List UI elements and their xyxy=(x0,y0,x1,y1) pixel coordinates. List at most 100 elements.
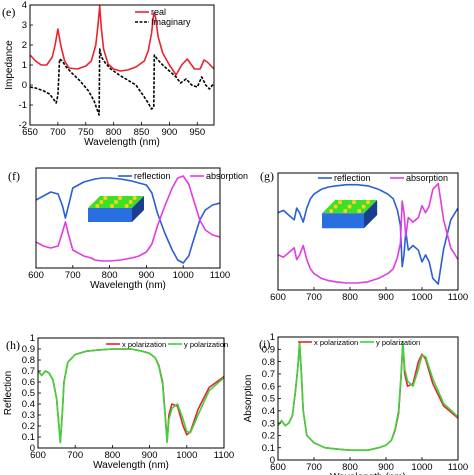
y-tick-label: -1 xyxy=(19,100,27,111)
y-axis-label: Absorption xyxy=(243,375,254,423)
inset-nanoparticle xyxy=(357,209,361,213)
inset-nanoparticle xyxy=(366,200,370,204)
y-axis-label: Reflection xyxy=(3,371,14,415)
inset-nanoparticle xyxy=(132,196,137,200)
x-tick-label: 900 xyxy=(142,450,158,461)
y-tick-label: 0 xyxy=(30,443,35,454)
x-tick-label: 600 xyxy=(270,292,286,303)
inset-nanoparticle xyxy=(338,200,342,204)
inset-nanoparticle xyxy=(128,200,133,204)
plot-frame-h xyxy=(37,337,225,449)
inset-nanoparticle xyxy=(124,204,129,208)
y-tick-label: 0.1 xyxy=(262,443,275,454)
panel-i: (i) 600 700 800 900 1000 1100 00.10.2 0.30.40.5 0… xyxy=(243,332,468,475)
legend-f: reflection absorption xyxy=(118,171,248,181)
y-tick-label: 0.2 xyxy=(262,431,275,442)
x-tick-label: 600 xyxy=(28,270,44,281)
x-tick-label: 1100 xyxy=(214,450,234,461)
y-tick-label: 3 xyxy=(22,20,27,31)
panel-e: (e) 650 700 750 800 850 900 950 -2 -1 0 1 2 3 4 Wavelen… xyxy=(2,0,215,148)
y-tick-label: 0.4 xyxy=(262,406,275,417)
y-tick-label: 0 xyxy=(22,80,27,91)
series-line-f-absorption xyxy=(36,175,220,262)
x-tick-label: 1100 xyxy=(448,292,468,303)
y-tick-label: 0.7 xyxy=(262,369,275,380)
y-tick-label: 0.8 xyxy=(22,355,35,366)
y-tick-label: 1 xyxy=(30,333,35,344)
y-tick-label: 1 xyxy=(22,60,27,71)
legend-label: x polarization xyxy=(122,340,166,349)
inset-front-face xyxy=(88,208,132,222)
plot-frame-i xyxy=(277,336,459,461)
series-line-i-y-polarization xyxy=(278,341,458,451)
x-tick-label: 900 xyxy=(161,127,177,138)
plot-frame-f xyxy=(35,167,221,269)
inset-nanoparticle xyxy=(329,209,333,213)
inset-nanoparticle xyxy=(118,196,122,200)
y-tick-label: 0.5 xyxy=(262,394,275,405)
metasurface-inset-f xyxy=(88,196,144,222)
y-tick-label: 4 xyxy=(22,0,27,11)
x-tick-label: 1000 xyxy=(411,462,432,473)
x-tick-label: 900 xyxy=(138,270,154,281)
x-tick-label: 700 xyxy=(50,127,66,138)
x-tick-label: 850 xyxy=(134,127,150,138)
inset-side-face xyxy=(364,200,378,229)
legend-label: absorption xyxy=(206,171,248,181)
panel-label-e: (e) xyxy=(2,5,15,19)
x-axis-label: Wavelength (nm) xyxy=(90,280,166,291)
x-tick-label: 1100 xyxy=(448,462,468,473)
legend-label: absorption xyxy=(406,173,448,183)
x-tick-label: 700 xyxy=(306,462,322,473)
inset-side-face xyxy=(132,196,144,222)
y-tick-label: 0.4 xyxy=(22,399,35,410)
legend-label: Imaginary xyxy=(151,17,191,27)
inset-nanoparticle xyxy=(99,200,104,204)
plot-frame-g xyxy=(277,172,459,291)
y-tick-label: 0.7 xyxy=(22,366,35,377)
series-line-h-y-polarization xyxy=(38,348,224,444)
x-tick-label: 650 xyxy=(22,127,38,138)
y-tick-label: 1 xyxy=(270,332,275,343)
inset-nanoparticle xyxy=(103,196,108,200)
series-line-e-real xyxy=(30,5,214,76)
inset-nanoparticle xyxy=(352,200,356,204)
metasurface-inset-g xyxy=(322,200,378,229)
x-tick-label: 950 xyxy=(189,127,205,138)
inset-nanoparticle xyxy=(333,204,338,209)
inset-nanoparticle xyxy=(110,204,114,208)
inset-nanoparticle xyxy=(95,204,100,208)
legend-h: x polarization y polarization xyxy=(106,340,228,349)
x-axis-label: Wavelength (nm) xyxy=(84,137,160,148)
panel-h: (h)600 700 800 900 1000 110000.10.20.30.40.50… xyxy=(3,333,234,471)
legend-label: reflection xyxy=(334,173,371,183)
x-tick-label: 1000 xyxy=(173,270,194,281)
series-line-g-absorption xyxy=(278,182,458,284)
panel-g: (g) 600 700 800 900 1000 1100 reflection absorpt… xyxy=(260,169,468,303)
y-tick-label: 0.6 xyxy=(262,381,275,392)
x-tick-label: 750 xyxy=(78,127,94,138)
legend-label: y polarization xyxy=(184,340,228,349)
inset-front-face xyxy=(322,213,364,229)
y-tick-label: 0.9 xyxy=(262,345,275,356)
inset-nanoparticle xyxy=(343,209,347,213)
series-line-f-reflection xyxy=(36,177,220,264)
y-tick-label: 0.5 xyxy=(22,388,35,399)
x-tick-label: 800 xyxy=(104,450,120,461)
y-tick-label: 0.3 xyxy=(22,410,35,421)
x-tick-label: 600 xyxy=(270,462,286,473)
legend-label: x polarization xyxy=(314,338,358,347)
y-tick-label: 0 xyxy=(270,455,275,466)
inset-nanoparticle xyxy=(361,204,366,209)
x-tick-label: 800 xyxy=(342,462,358,473)
x-tick-label: 600 xyxy=(30,450,46,461)
panel-label-i: (i) xyxy=(259,337,270,351)
x-tick-label: 1100 xyxy=(210,270,230,281)
series-line-g-reflection xyxy=(278,183,458,285)
x-tick-label: 700 xyxy=(306,292,322,303)
panel-f: (f) 600 700 800 900 1000 1100 Wavelength (nm) re… xyxy=(8,167,248,291)
y-tick-label: 0.2 xyxy=(22,421,35,432)
y-tick-label: 2 xyxy=(22,40,27,51)
x-axis-label: Wavelength (nm) xyxy=(93,460,169,471)
